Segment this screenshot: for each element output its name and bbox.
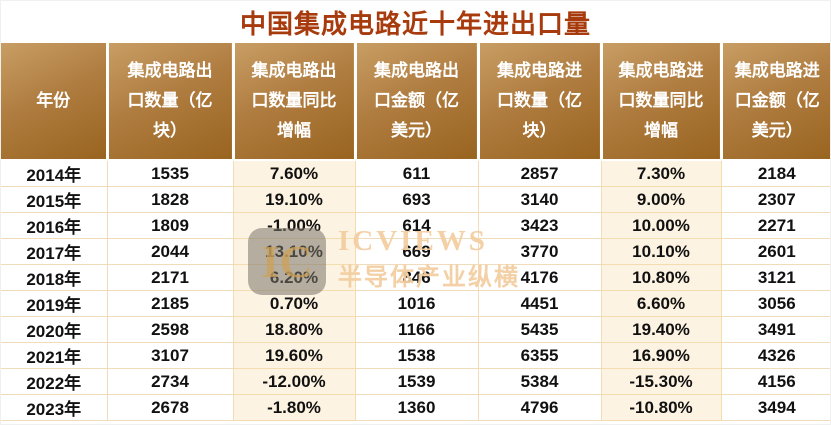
cell-year: 2021年 bbox=[1, 342, 108, 369]
cell-import-value: 2184 bbox=[720, 159, 830, 187]
table-row: 2016年 1809 -1.00% 614 3423 10.00% 2271 bbox=[1, 212, 830, 239]
cell-export-value: 1539 bbox=[354, 368, 479, 395]
header-year: 年份 bbox=[1, 43, 107, 161]
table-row: 2017年 2044 13.10% 669 3770 10.10% 2601 bbox=[1, 238, 830, 265]
cell-export-qty: 3107 bbox=[106, 342, 234, 369]
cell-import-qty: 3423 bbox=[477, 212, 602, 239]
cell-export-qty: 2185 bbox=[106, 290, 234, 317]
table-header-row: 年份 集成电路出 口数量（亿 块） 集成电路出 口数量同比 增幅 集成电路出 口… bbox=[1, 43, 830, 161]
ic-import-export-table: 年份 集成电路出 口数量（亿 块） 集成电路出 口数量同比 增幅 集成电路出 口… bbox=[1, 43, 830, 421]
cell-export-value: 1360 bbox=[354, 394, 479, 421]
cell-export-yoy: 0.70% bbox=[232, 290, 356, 317]
cell-export-yoy: -12.00% bbox=[232, 368, 356, 395]
header-export-qty: 集成电路出 口数量（亿 块） bbox=[105, 43, 233, 161]
cell-import-qty: 4796 bbox=[477, 394, 602, 421]
cell-export-value: 693 bbox=[354, 186, 479, 213]
table-row: 2014年 1535 7.60% 611 2857 7.30% 2184 bbox=[1, 159, 830, 187]
cell-export-value: 846 bbox=[354, 264, 479, 291]
cell-export-qty: 1809 bbox=[106, 212, 234, 239]
cell-import-qty: 5384 bbox=[477, 368, 602, 395]
cell-import-yoy: 16.90% bbox=[600, 342, 722, 369]
table-body: 2014年 1535 7.60% 611 2857 7.30% 2184 2015年 1828 1… bbox=[1, 159, 830, 421]
table-row: 2019年 2185 0.70% 1016 4451 6.60% 3056 bbox=[1, 290, 830, 317]
cell-import-value: 3494 bbox=[720, 394, 830, 421]
cell-export-yoy: -1.00% bbox=[232, 212, 356, 239]
cell-import-value: 4156 bbox=[720, 368, 830, 395]
table-row: 2023年 2678 -1.80% 1360 4796 -10.80% 3494 bbox=[1, 394, 830, 421]
cell-export-qty: 2734 bbox=[106, 368, 234, 395]
cell-import-yoy: 10.10% bbox=[600, 238, 722, 265]
cell-year: 2022年 bbox=[1, 368, 108, 395]
cell-import-yoy: -10.80% bbox=[600, 394, 722, 421]
cell-year: 2015年 bbox=[1, 186, 108, 213]
cell-export-yoy: 7.60% bbox=[232, 159, 356, 187]
cell-import-value: 2601 bbox=[720, 238, 830, 265]
cell-year: 2018年 bbox=[1, 264, 108, 291]
header-export-value: 集成电路出 口金额（亿 美元） bbox=[353, 43, 478, 161]
cell-export-value: 614 bbox=[354, 212, 479, 239]
cell-import-qty: 5435 bbox=[477, 316, 602, 343]
cell-export-value: 669 bbox=[354, 238, 479, 265]
cell-export-yoy: 19.10% bbox=[232, 186, 356, 213]
cell-export-value: 1538 bbox=[354, 342, 479, 369]
cell-import-value: 2271 bbox=[720, 212, 830, 239]
cell-year: 2014年 bbox=[1, 159, 108, 187]
cell-import-yoy: -15.30% bbox=[600, 368, 722, 395]
cell-import-qty: 3770 bbox=[477, 238, 602, 265]
cell-import-yoy: 9.00% bbox=[600, 186, 722, 213]
cell-import-value: 3491 bbox=[720, 316, 830, 343]
table-row: 2021年 3107 19.60% 1538 6355 16.90% 4326 bbox=[1, 342, 830, 369]
header-import-yoy: 集成电路进 口数量同比 增幅 bbox=[599, 43, 721, 161]
header-export-yoy: 集成电路出 口数量同比 增幅 bbox=[231, 43, 355, 161]
cell-export-qty: 2678 bbox=[106, 394, 234, 421]
cell-import-yoy: 10.80% bbox=[600, 264, 722, 291]
header-import-qty: 集成电路进 口数量（亿 块） bbox=[476, 43, 601, 161]
cell-export-qty: 2598 bbox=[106, 316, 234, 343]
cell-year: 2017年 bbox=[1, 238, 108, 265]
cell-export-qty: 2171 bbox=[106, 264, 234, 291]
cell-import-yoy: 19.40% bbox=[600, 316, 722, 343]
cell-export-yoy: -1.80% bbox=[232, 394, 356, 421]
cell-year: 2016年 bbox=[1, 212, 108, 239]
cell-year: 2019年 bbox=[1, 290, 108, 317]
cell-import-qty: 4176 bbox=[477, 264, 602, 291]
cell-export-yoy: 18.80% bbox=[232, 316, 356, 343]
header-import-value: 集成电路进 口金额（亿 美元） bbox=[719, 43, 830, 161]
cell-import-value: 4326 bbox=[720, 342, 830, 369]
cell-import-qty: 2857 bbox=[477, 159, 602, 187]
page-title: 中国集成电路近十年进出口量 bbox=[239, 8, 591, 39]
cell-import-yoy: 10.00% bbox=[600, 212, 722, 239]
cell-export-value: 611 bbox=[354, 159, 479, 187]
cell-import-qty: 4451 bbox=[477, 290, 602, 317]
cell-export-qty: 1535 bbox=[106, 159, 234, 187]
cell-export-qty: 2044 bbox=[106, 238, 234, 265]
cell-import-value: 3056 bbox=[720, 290, 830, 317]
table-row: 2020年 2598 18.80% 1166 5435 19.40% 3491 bbox=[1, 316, 830, 343]
cell-export-qty: 1828 bbox=[106, 186, 234, 213]
table-header: 年份 集成电路出 口数量（亿 块） 集成电路出 口数量同比 增幅 集成电路出 口… bbox=[1, 43, 830, 161]
cell-import-qty: 3140 bbox=[477, 186, 602, 213]
table-row: 2018年 2171 6.20% 846 4176 10.80% 3121 bbox=[1, 264, 830, 291]
cell-import-qty: 6355 bbox=[477, 342, 602, 369]
title-bar: 中国集成电路近十年进出口量 bbox=[1, 1, 830, 43]
cell-export-yoy: 13.10% bbox=[232, 238, 356, 265]
cell-import-yoy: 7.30% bbox=[600, 159, 722, 187]
cell-year: 2023年 bbox=[1, 394, 108, 421]
cell-year: 2020年 bbox=[1, 316, 108, 343]
cell-export-yoy: 19.60% bbox=[232, 342, 356, 369]
cell-export-yoy: 6.20% bbox=[232, 264, 356, 291]
cell-export-value: 1166 bbox=[354, 316, 479, 343]
table-row: 2022年 2734 -12.00% 1539 5384 -15.30% 4156 bbox=[1, 368, 830, 395]
cell-import-value: 2307 bbox=[720, 186, 830, 213]
table-row: 2015年 1828 19.10% 693 3140 9.00% 2307 bbox=[1, 186, 830, 213]
cell-import-yoy: 6.60% bbox=[600, 290, 722, 317]
cell-export-value: 1016 bbox=[354, 290, 479, 317]
cell-import-value: 3121 bbox=[720, 264, 830, 291]
